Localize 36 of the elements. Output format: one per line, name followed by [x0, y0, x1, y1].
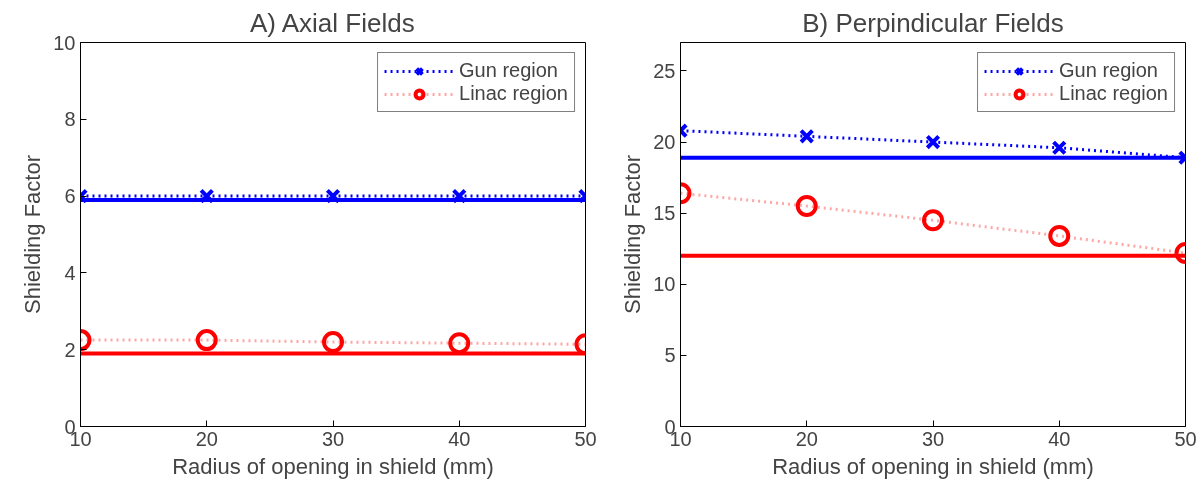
point	[322, 331, 344, 353]
x-axis-title: Radius of opening in shield (mm)	[172, 453, 494, 479]
x-tick-label: 40	[448, 427, 471, 450]
x-tick-label: 20	[195, 427, 218, 450]
x-tick-label: 30	[321, 427, 345, 450]
y-axis-title: Shielding Factor	[20, 155, 46, 314]
y-tick-label: 5	[664, 344, 676, 367]
legend-label: Linac region	[459, 82, 568, 105]
point	[451, 188, 467, 204]
y-tick-label: 10	[53, 31, 76, 54]
y-tick-label: 10	[653, 273, 676, 296]
point	[325, 188, 341, 204]
x-tick-label: 40	[1048, 427, 1071, 450]
x-axis-title: Radius of opening in shield (mm)	[772, 453, 1094, 479]
y-axis-title: Shielding Factor	[620, 155, 646, 314]
y-tick-label: 15	[653, 202, 676, 225]
point	[922, 209, 944, 232]
point	[199, 188, 215, 204]
x-tick-label: 50	[574, 427, 597, 450]
y-tick-label: 8	[64, 108, 76, 131]
chart-title: A) Axial Fields	[249, 7, 415, 38]
y-tick-label: 6	[64, 185, 76, 208]
chart-title: B) Perpindicular Fields	[802, 7, 1064, 38]
point	[799, 128, 815, 145]
legend-label: Gun region	[1059, 59, 1158, 82]
legend-label: Gun region	[459, 59, 558, 82]
x-tick-label: 50	[1174, 427, 1197, 450]
y-tick-label: 4	[64, 261, 76, 284]
y-tick-label: 20	[653, 131, 676, 154]
legend-label: Linac region	[1059, 82, 1168, 105]
x-tick-label: 30	[921, 427, 945, 450]
y-tick-label: 25	[653, 59, 676, 82]
point	[1051, 140, 1067, 156]
y-tick-label: 2	[64, 338, 76, 361]
point	[925, 134, 941, 150]
x-tick-label: 20	[795, 427, 818, 450]
